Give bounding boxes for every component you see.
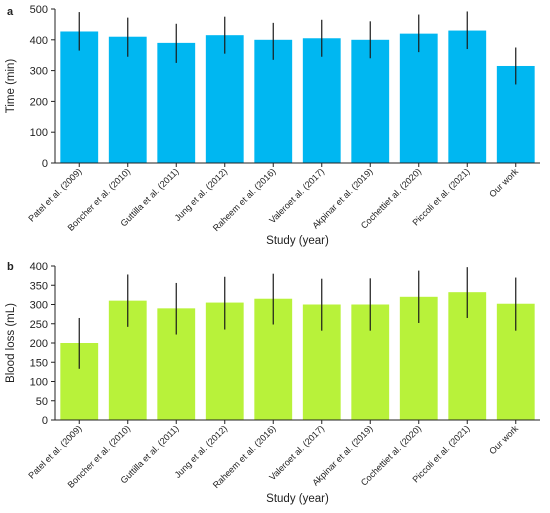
bar-2 [108,36,147,163]
bar-7 [351,39,390,163]
bar-6 [302,38,341,164]
y-axis-title: Time (min) [5,59,17,114]
y-tick-label: 100 [30,127,48,139]
y-tick-label: 500 [30,4,48,16]
panel-letter: a [7,6,14,18]
x-axis-title: Study (year) [266,493,329,505]
bar-4 [205,35,244,163]
y-tick-label: 350 [30,280,48,292]
bar-5 [254,39,293,163]
y-tick-label: 0 [42,415,48,427]
x-axis-title: Study (year) [266,235,329,247]
y-tick-label: 150 [30,357,48,369]
x-tick-label: Jung et al. (2012) [173,423,230,480]
y-axis-title: Blood loss (mL) [5,303,17,383]
y-tick-label: 200 [30,338,48,350]
y-tick-label: 300 [30,66,48,78]
y-tick-label: 400 [30,35,48,47]
y-tick-label: 250 [30,319,48,331]
y-tick-label: 50 [36,396,48,408]
y-tick-label: 200 [30,96,48,108]
y-tick-label: 300 [30,300,48,312]
x-tick-label: Our work [487,423,520,456]
y-tick-label: 0 [42,158,48,170]
bar-8 [399,33,438,163]
bar-9 [448,30,487,164]
x-tick-label: Jung et al. (2012) [173,166,230,223]
y-tick-label: 100 [30,377,48,389]
y-tick-label: 400 [30,261,48,273]
x-tick-label: Our work [487,166,520,199]
bar-1 [60,31,99,164]
panel-letter: b [7,261,14,273]
